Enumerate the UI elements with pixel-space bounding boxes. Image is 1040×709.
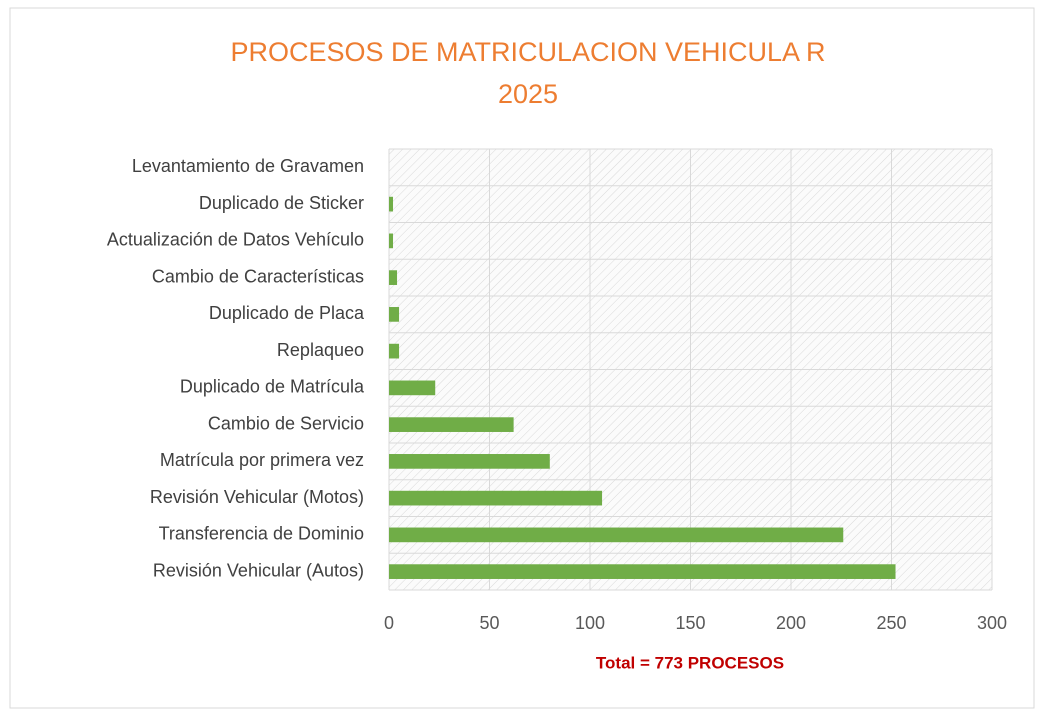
bar <box>389 196 394 212</box>
bar <box>389 490 603 506</box>
x-tick-label: 250 <box>876 613 906 633</box>
y-tick-label: Replaqueo <box>277 340 364 360</box>
annotation: Total = 773 PROCESOS <box>596 653 784 672</box>
bar <box>389 564 896 579</box>
x-tick-label: 100 <box>575 613 605 633</box>
bar <box>389 527 844 543</box>
bar <box>389 343 400 359</box>
chart-title: PROCESOS DE MATRICULACION VEHICULA R <box>230 37 825 67</box>
y-tick-label: Matrícula por primera vez <box>160 450 364 470</box>
bar <box>389 233 394 249</box>
x-tick-label: 0 <box>384 613 394 633</box>
y-tick-label: Actualización de Datos Vehículo <box>107 230 364 250</box>
x-tick-label: 200 <box>776 613 806 633</box>
x-tick-label: 150 <box>675 613 705 633</box>
y-tick-label: Revisión Vehicular (Autos) <box>153 560 364 580</box>
y-tick-label: Cambio de Características <box>152 266 364 286</box>
x-tick-label: 50 <box>479 613 499 633</box>
chart-title: 2025 <box>498 79 558 109</box>
y-tick-label: Duplicado de Placa <box>209 303 365 323</box>
bar <box>389 270 398 285</box>
y-tick-label: Duplicado de Sticker <box>199 193 364 213</box>
bar <box>389 454 550 469</box>
bar <box>389 380 436 396</box>
bar <box>389 417 514 432</box>
y-tick-label: Revisión Vehicular (Motos) <box>150 487 364 507</box>
y-tick-label: Transferencia de Dominio <box>159 524 364 544</box>
y-tick-label: Cambio de Servicio <box>208 413 364 433</box>
bar <box>389 307 400 322</box>
y-tick-label: Levantamiento de Gravamen <box>132 156 364 176</box>
y-tick-label: Duplicado de Matrícula <box>180 377 365 397</box>
x-tick-label: 300 <box>977 613 1007 633</box>
